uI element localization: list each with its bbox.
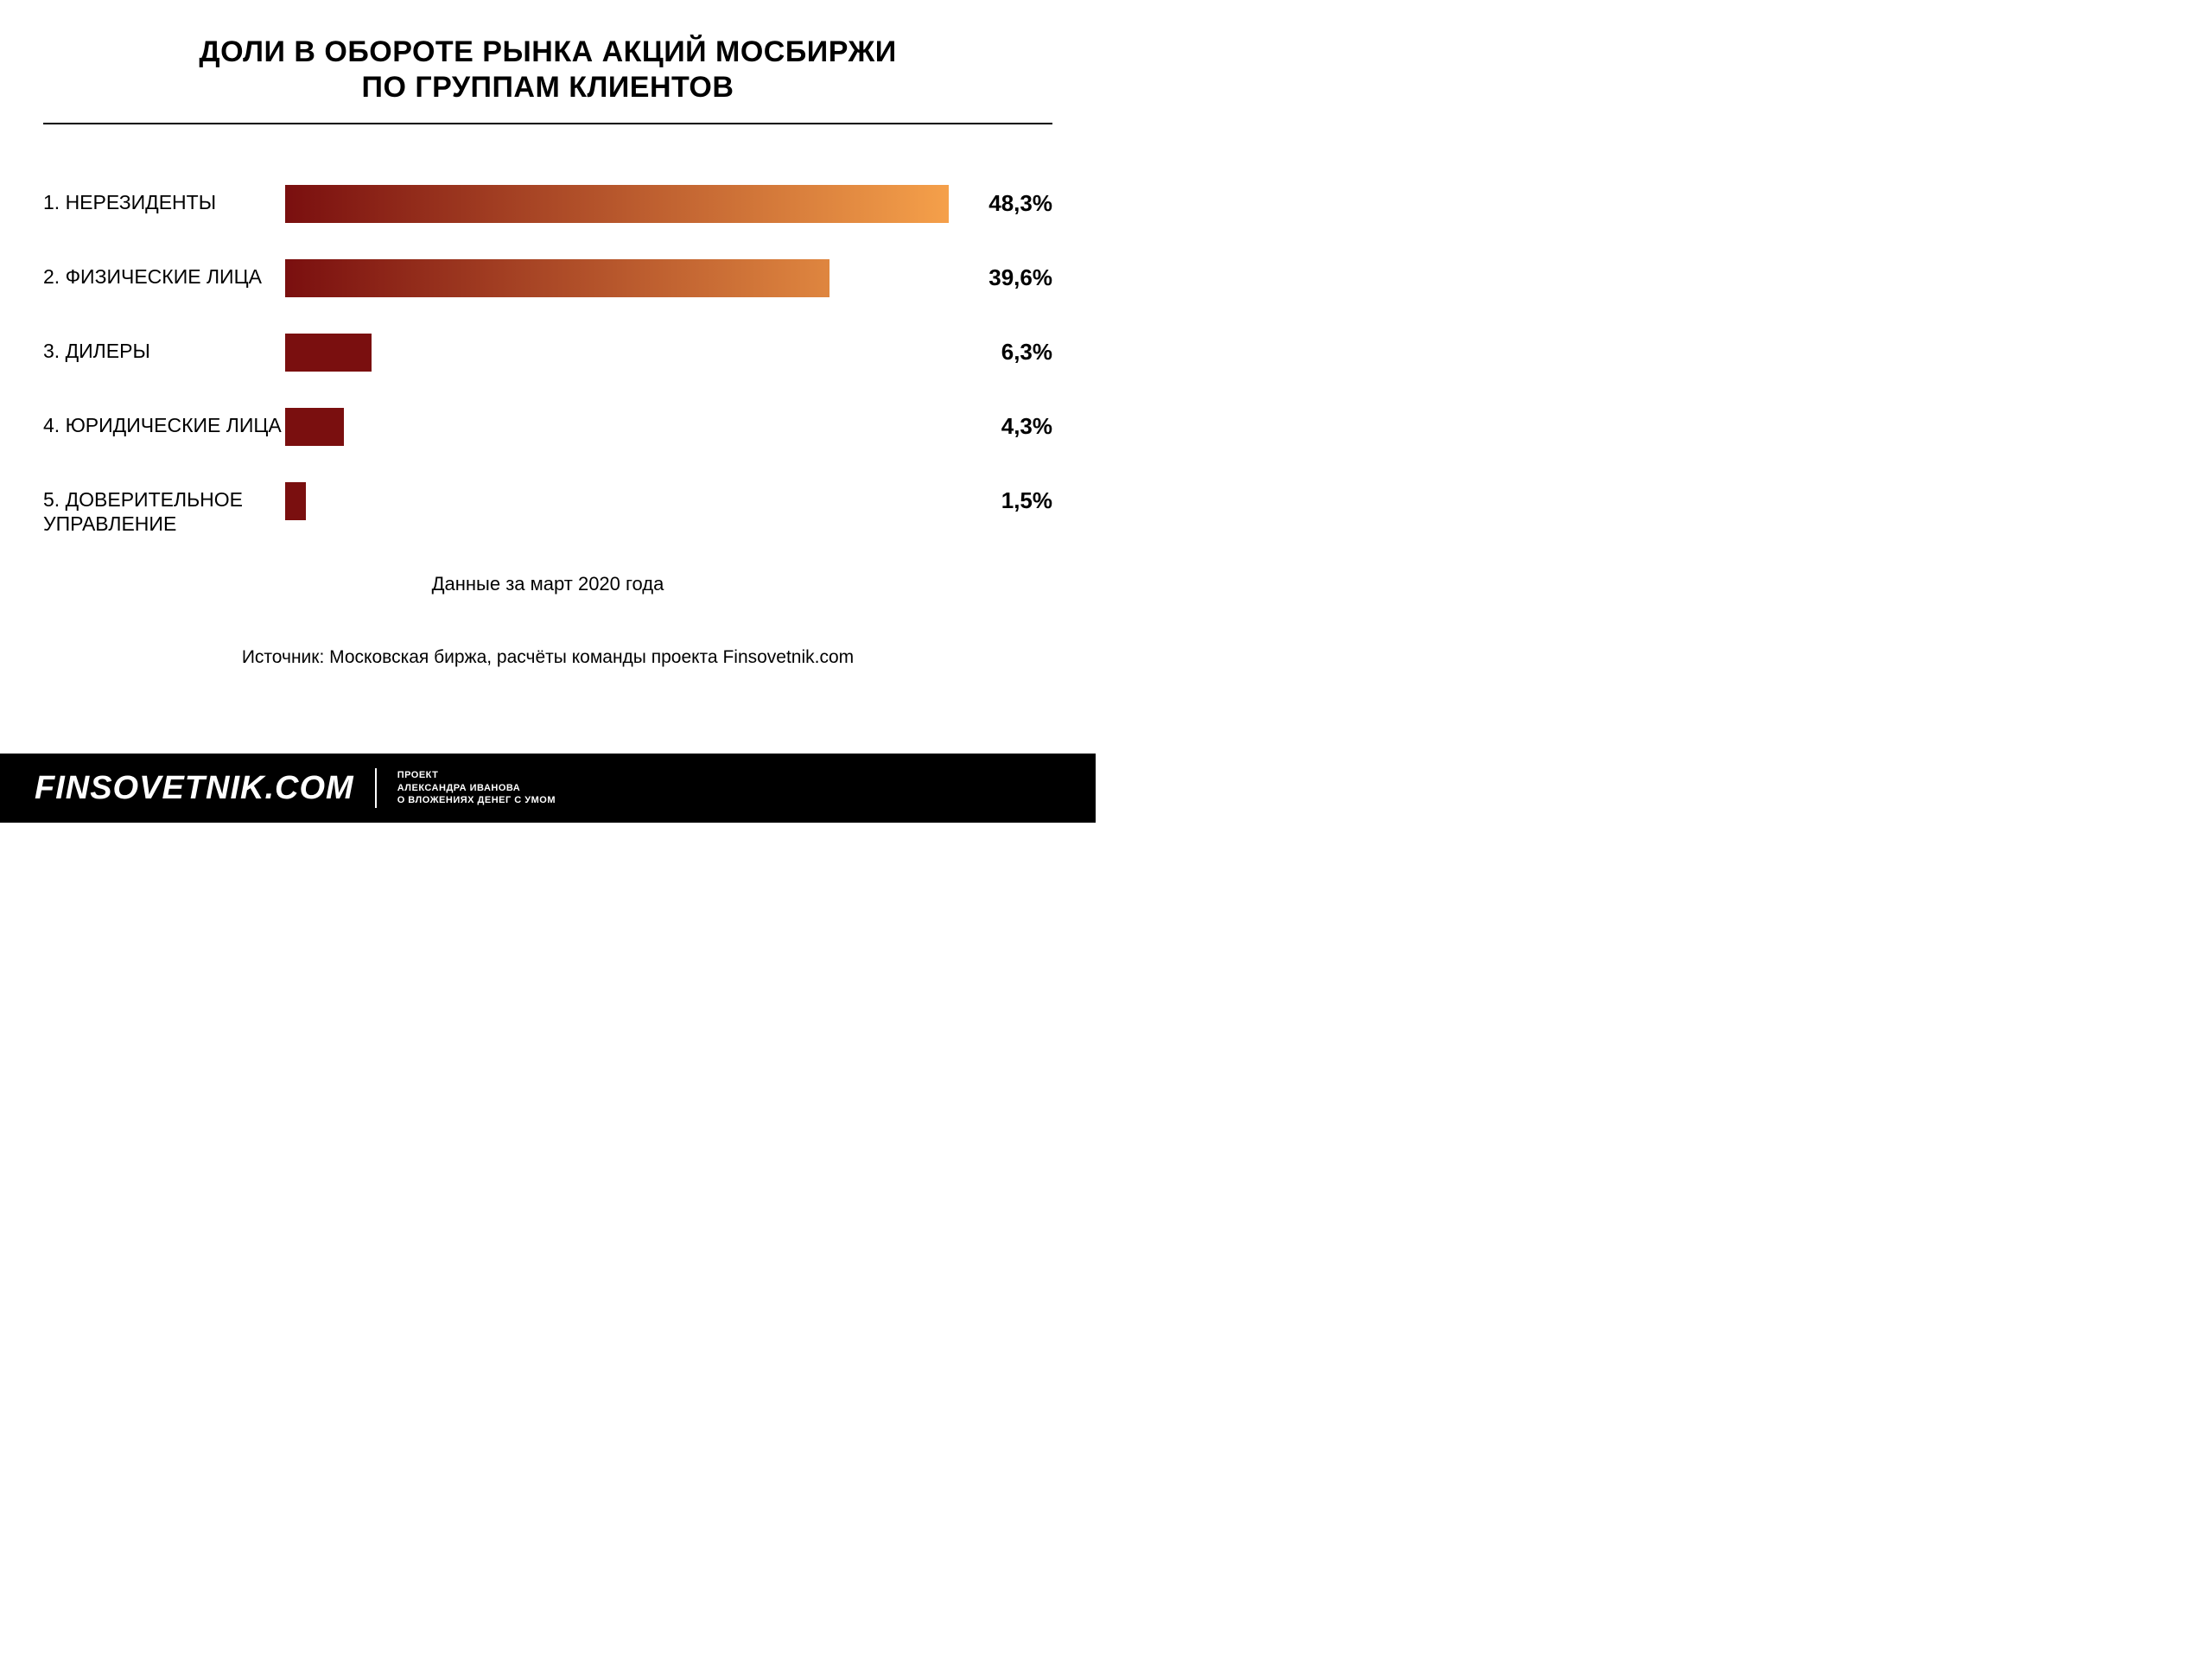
bar-label: 1. НЕРЕЗИДЕНТЫ [43,185,285,215]
title-line-1: ДОЛИ В ОБОРОТЕ РЫНКА АКЦИЙ МОСБИРЖИ [43,35,1052,70]
source-attribution: Источник: Московская биржа, расчёты кома… [43,647,1052,668]
bar-value: 6,3% [949,334,1052,366]
footer-tag-line-3: О ВЛОЖЕНИЯХ ДЕНЕГ С УМОМ [397,794,556,807]
bar-fill [285,334,372,372]
bar-track [285,334,949,372]
footer-tagline: ПРОЕКТ АЛЕКСАНДРА ИВАНОВА О ВЛОЖЕНИЯХ ДЕ… [397,769,556,808]
data-period-note: Данные за март 2020 года [43,573,1052,595]
bar-value: 4,3% [949,408,1052,440]
bar-fill [285,185,949,223]
bar-track [285,408,949,446]
bar-label: 5. ДОВЕРИТЕЛЬНОЕ УПРАВЛЕНИЕ [43,482,285,537]
bar-track [285,185,949,223]
bar-fill [285,482,306,520]
bar-track [285,259,949,297]
bar-row: 1. НЕРЕЗИДЕНТЫ 48,3% [43,185,1052,223]
bar-label: 4. ЮРИДИЧЕСКИЕ ЛИЦА [43,408,285,438]
chart-title: ДОЛИ В ОБОРОТЕ РЫНКА АКЦИЙ МОСБИРЖИ ПО Г… [43,35,1052,105]
bar-chart: 1. НЕРЕЗИДЕНТЫ 48,3% 2. ФИЗИЧЕСКИЕ ЛИЦА 39,… [43,185,1052,537]
footer-tag-line-1: ПРОЕКТ [397,769,556,782]
bar-fill [285,259,830,297]
bar-value: 39,6% [949,259,1052,291]
bar-track [285,482,949,520]
bar-row: 2. ФИЗИЧЕСКИЕ ЛИЦА 39,6% [43,259,1052,297]
footer-separator [375,768,377,808]
title-line-2: ПО ГРУППАМ КЛИЕНТОВ [43,70,1052,105]
bar-row: 5. ДОВЕРИТЕЛЬНОЕ УПРАВЛЕНИЕ 1,5% [43,482,1052,537]
bar-label: 3. ДИЛЕРЫ [43,334,285,364]
footer-tag-line-2: АЛЕКСАНДРА ИВАНОВА [397,782,556,795]
footer-brand: FINSOVETNIK.COM [35,770,354,807]
bar-row: 4. ЮРИДИЧЕСКИЕ ЛИЦА 4,3% [43,408,1052,446]
footer-banner: FINSOVETNIK.COM ПРОЕКТ АЛЕКСАНДРА ИВАНОВ… [0,754,1096,823]
bar-fill [285,408,344,446]
bar-value: 48,3% [949,185,1052,217]
bar-row: 3. ДИЛЕРЫ 6,3% [43,334,1052,372]
bar-value: 1,5% [949,482,1052,514]
bar-label: 2. ФИЗИЧЕСКИЕ ЛИЦА [43,259,285,289]
title-divider [43,123,1052,124]
